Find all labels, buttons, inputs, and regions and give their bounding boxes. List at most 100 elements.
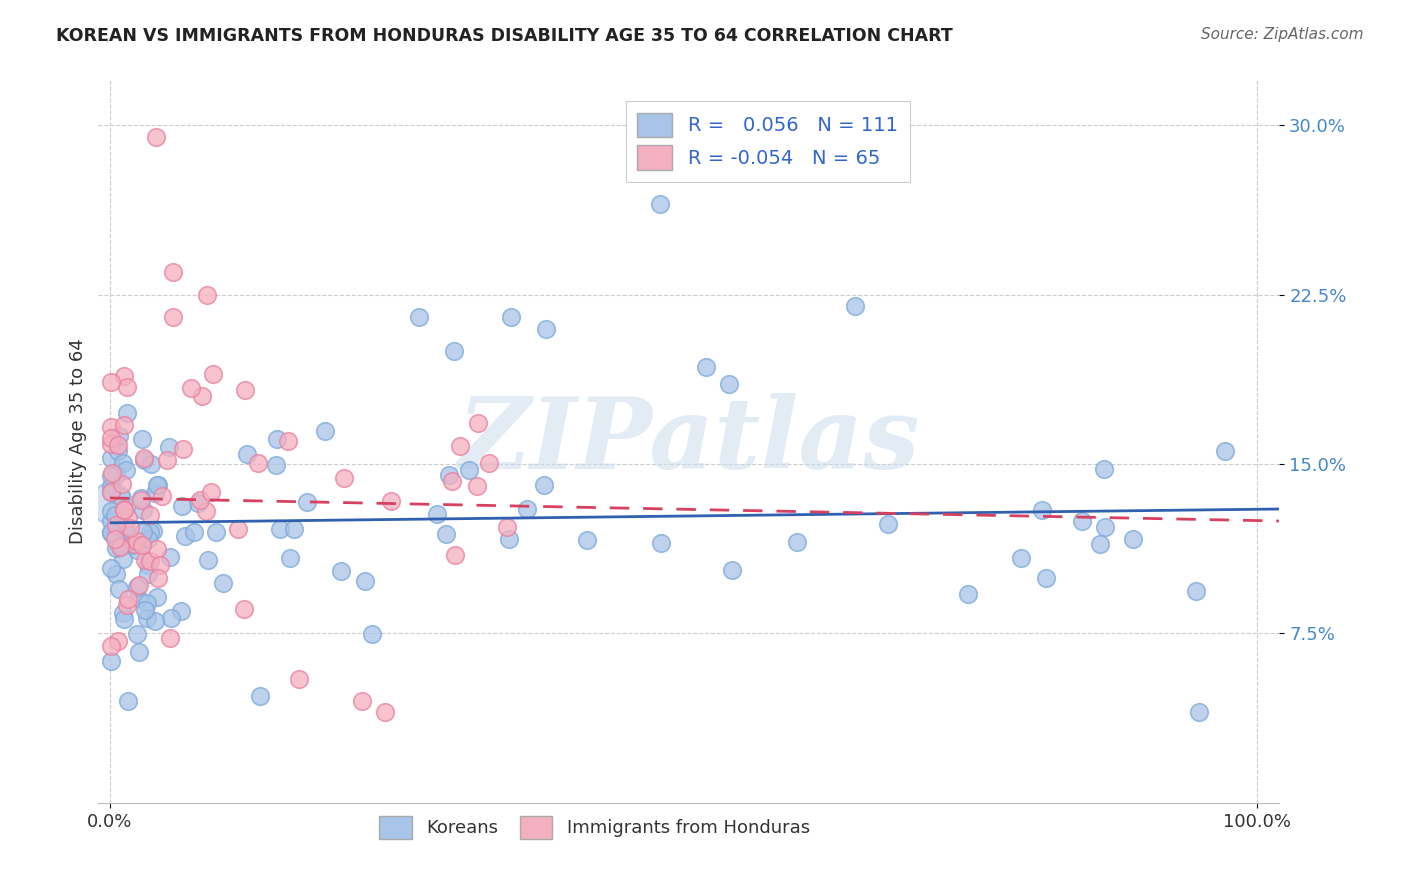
Point: [408, 310, 430, 325]
Point: [1092, 462, 1115, 476]
Point: [100, 561, 122, 575]
Point: [108, 540, 131, 554]
Point: [146, 572, 169, 586]
Point: [104, 468, 127, 483]
Point: [354, 574, 377, 589]
Point: [156, 453, 179, 467]
Point: [112, 456, 135, 470]
Point: [717, 376, 740, 391]
Point: [443, 548, 465, 562]
Point: [1094, 519, 1116, 533]
Point: [100, 469, 122, 483]
Point: [202, 367, 225, 381]
Point: [877, 517, 900, 532]
Point: [1035, 570, 1057, 584]
Point: [187, 495, 209, 509]
Point: [112, 502, 135, 516]
Point: [128, 644, 150, 658]
Point: [100, 504, 122, 518]
Point: [152, 489, 174, 503]
Point: [112, 607, 135, 621]
Point: [112, 612, 135, 626]
Point: [498, 532, 520, 546]
Point: [233, 384, 256, 398]
Point: [314, 425, 336, 439]
Point: [533, 477, 555, 491]
Point: [280, 550, 302, 565]
Point: [145, 129, 167, 144]
Point: [146, 477, 169, 491]
Point: [266, 432, 288, 446]
Point: [107, 633, 129, 648]
Point: [127, 591, 149, 606]
Point: [100, 484, 122, 499]
Text: ZIPatlas: ZIPatlas: [458, 393, 920, 490]
Point: [124, 537, 146, 551]
Point: [103, 508, 125, 523]
Text: KOREAN VS IMMIGRANTS FROM HONDURAS DISABILITY AGE 35 TO 64 CORRELATION CHART: KOREAN VS IMMIGRANTS FROM HONDURAS DISAB…: [56, 27, 953, 45]
Point: [149, 558, 172, 572]
Point: [180, 381, 202, 395]
Point: [159, 631, 181, 645]
Point: [101, 466, 124, 480]
Point: [111, 520, 134, 534]
Y-axis label: Disability Age 35 to 64: Disability Age 35 to 64: [69, 339, 87, 544]
Point: [1185, 583, 1208, 598]
Point: [205, 524, 228, 539]
Point: [112, 552, 135, 566]
Point: [269, 522, 291, 536]
Point: [437, 468, 460, 483]
Point: [100, 654, 122, 668]
Point: [136, 558, 159, 572]
Point: [114, 521, 136, 535]
Text: Source: ZipAtlas.com: Source: ZipAtlas.com: [1201, 27, 1364, 42]
Point: [132, 452, 155, 467]
Point: [117, 511, 139, 525]
Point: [236, 447, 259, 461]
Point: [105, 518, 128, 533]
Point: [100, 524, 122, 539]
Point: [100, 375, 122, 389]
Point: [277, 434, 299, 449]
Point: [115, 379, 138, 393]
Point: [131, 491, 153, 505]
Point: [195, 287, 218, 301]
Point: [143, 485, 166, 500]
Point: [478, 456, 501, 470]
Point: [440, 474, 463, 488]
Point: [143, 614, 166, 628]
Point: [114, 501, 136, 516]
Point: [1213, 443, 1236, 458]
Point: [197, 553, 219, 567]
Point: [188, 493, 211, 508]
Point: [172, 499, 194, 513]
Point: [695, 359, 717, 374]
Point: [100, 514, 122, 528]
Point: [115, 536, 138, 550]
Point: [516, 502, 538, 516]
Point: [1010, 550, 1032, 565]
Point: [100, 525, 122, 540]
Point: [329, 564, 352, 578]
Point: [449, 439, 471, 453]
Point: [191, 389, 214, 403]
Point: [139, 524, 162, 539]
Point: [104, 532, 127, 546]
Point: [132, 524, 155, 539]
Point: [118, 521, 141, 535]
Point: [249, 689, 271, 703]
Point: [1071, 514, 1094, 528]
Point: [100, 485, 122, 500]
Point: [159, 550, 181, 565]
Point: [534, 321, 557, 335]
Point: [136, 610, 159, 624]
Point: [117, 591, 139, 606]
Point: [266, 458, 288, 473]
Point: [226, 522, 249, 536]
Point: [129, 493, 152, 508]
Point: [112, 369, 135, 384]
Point: [288, 672, 311, 686]
Point: [162, 265, 184, 279]
Point: [170, 604, 193, 618]
Point: [283, 522, 305, 536]
